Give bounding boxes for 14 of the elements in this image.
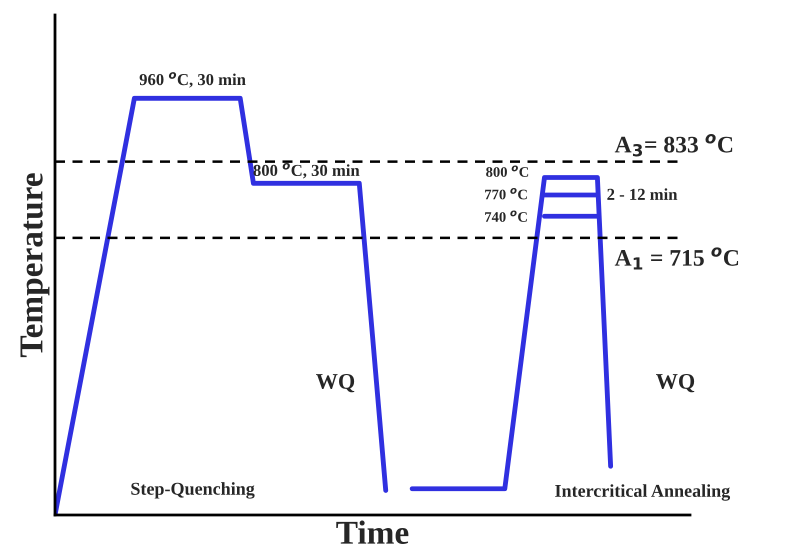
x-axis-title: Time <box>336 520 408 544</box>
annotation: Step-Quenching <box>131 482 255 499</box>
annotation: 800 $^{o}$C <box>486 165 528 177</box>
y-axis-title: Temperature <box>20 173 50 358</box>
annotation: WQ <box>316 374 354 392</box>
annotation: Intercritical Annealing <box>555 484 730 501</box>
annotation: 770 $^{o}$C <box>485 188 527 200</box>
annotation: 2 - 12 min <box>607 188 678 200</box>
annotation: WQ <box>656 374 694 392</box>
annotation: 800 $^{o}$C, 30 min <box>253 162 360 178</box>
annotation: A$_{1}$ = 715 $^{o}$C <box>614 247 738 270</box>
annotation: 740 $^{o}$C <box>485 210 527 222</box>
text: 960 $^{o}$C, 30 min <box>140 72 246 88</box>
annotation: A$_{3}$= 833 $^{o}$C <box>614 134 732 156</box>
